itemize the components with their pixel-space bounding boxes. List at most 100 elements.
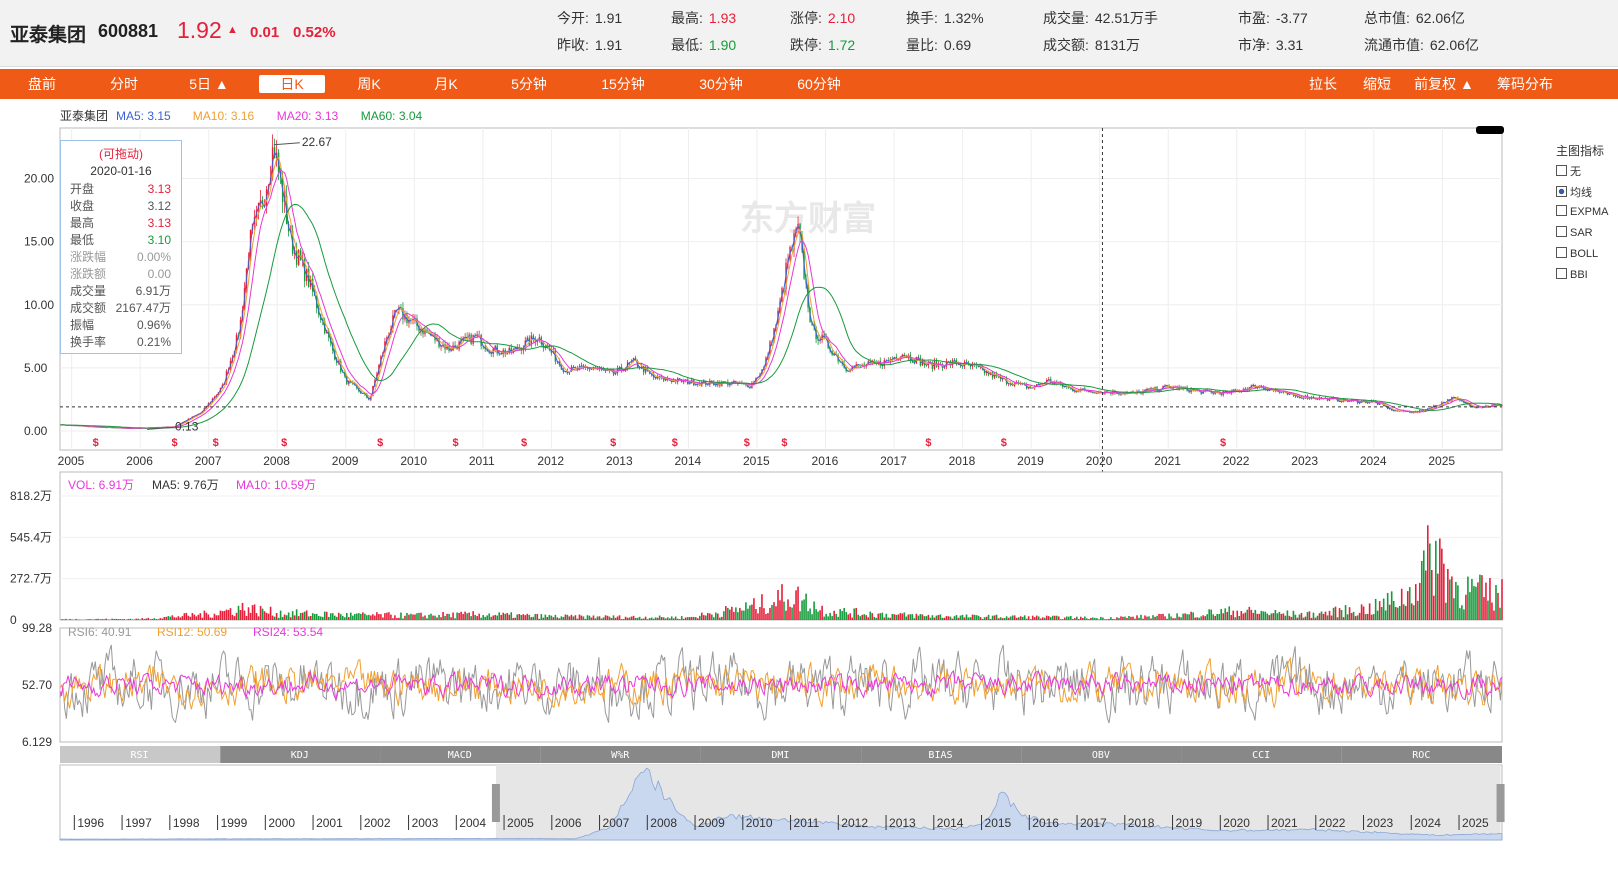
main-indicator-option[interactable]: EXPMA <box>1556 205 1609 218</box>
volume-bar <box>1096 618 1098 620</box>
volume-bar <box>1051 615 1054 620</box>
volume-bar <box>526 613 529 620</box>
volume-bar <box>199 613 202 620</box>
chart-tool-button[interactable]: 筹码分布 <box>1497 76 1553 92</box>
main-indicator-option[interactable]: BOLL <box>1556 247 1598 260</box>
period-tab[interactable]: 周K <box>357 76 381 92</box>
overview-left-handle[interactable] <box>491 784 500 822</box>
volume-bar <box>967 617 970 620</box>
volume-bar <box>719 617 721 620</box>
volume-bar <box>586 615 589 620</box>
volume-bar <box>945 616 948 620</box>
checkbox-icon[interactable] <box>1556 205 1567 216</box>
volume-bar <box>151 618 154 620</box>
volume-bar <box>739 607 741 620</box>
kline-chart[interactable]: 亚泰集团 MA5: 3.15 MA10: 3.16 MA20: 3.13 MA60: 3… <box>0 100 1618 884</box>
period-tab[interactable]: 盘前 <box>28 76 56 92</box>
indicator-tab-label: KDJ <box>291 750 309 761</box>
price-tooltip[interactable]: (可拖动) 2020-01-16 开盘 3.13 收盘 3.12 最高 3.13 最低 3.1… <box>60 140 182 354</box>
volume-bar <box>881 612 884 620</box>
volume-bar <box>398 617 400 620</box>
indicator-tab-label: MACD <box>448 750 472 761</box>
indicator-tab[interactable] <box>1181 746 1342 763</box>
volume-bar <box>1033 617 1036 620</box>
x-tick-label: 2013 <box>606 454 633 468</box>
volume-bar <box>303 611 306 620</box>
volume-bar <box>438 614 440 620</box>
volume-bar <box>91 619 93 620</box>
volume-bar <box>991 615 994 620</box>
volume-bar <box>1497 592 1499 620</box>
volume-bar <box>1384 610 1387 620</box>
period-tab[interactable]: 15分钟 <box>601 76 645 92</box>
chart-tool-button[interactable]: 拉长 <box>1309 76 1337 92</box>
volume-bar <box>959 615 962 620</box>
checkbox-icon[interactable] <box>1556 165 1567 176</box>
indicator-tab[interactable] <box>380 746 541 763</box>
indicator-tab[interactable] <box>700 746 862 763</box>
volume-bar <box>1412 605 1415 620</box>
period-tab[interactable]: 5日 ▲ <box>189 76 229 92</box>
stat-item: 跌停: 1.72 <box>790 35 855 55</box>
volume-bar <box>532 616 535 620</box>
volume-bar <box>502 612 505 620</box>
volume-bar <box>1055 615 1058 620</box>
indicator-tab[interactable] <box>220 746 381 763</box>
tooltip-row-value: 2167.47万 <box>115 301 171 315</box>
volume-bar <box>89 619 91 620</box>
overview-tick-label: 1997 <box>125 816 152 830</box>
volume-bar <box>1316 615 1319 620</box>
volume-bar <box>783 601 785 620</box>
checkbox-icon[interactable] <box>1556 186 1567 197</box>
volume-bar <box>498 612 501 620</box>
volume-bar <box>1467 576 1469 620</box>
period-tab[interactable]: 日K <box>259 75 325 93</box>
indicator-tab[interactable] <box>540 746 701 763</box>
x-tick-label: 2017 <box>880 454 907 468</box>
indicator-tab[interactable] <box>1341 746 1502 763</box>
volume-bar <box>1431 569 1433 620</box>
main-indicator-option[interactable]: BBI <box>1556 268 1588 281</box>
period-tab[interactable]: 5分钟 <box>511 76 547 92</box>
volume-bar <box>1005 616 1008 620</box>
overview-right-handle[interactable] <box>1496 784 1505 822</box>
volume-bar <box>1114 619 1116 620</box>
volume-bar <box>1134 618 1136 620</box>
main-indicator-option[interactable]: SAR <box>1556 226 1593 239</box>
main-indicator-option[interactable]: 均线 <box>1556 184 1592 200</box>
volume-bar <box>175 617 178 620</box>
period-tab[interactable]: 60分钟 <box>797 76 841 92</box>
period-tab[interactable]: 月K <box>434 76 458 92</box>
volume-bar <box>1370 614 1373 620</box>
volume-bar <box>983 617 986 620</box>
volume-bar <box>909 614 912 620</box>
main-indicator-option[interactable]: 无 <box>1556 163 1581 179</box>
volume-bar <box>1146 616 1148 620</box>
indicator-tab[interactable] <box>1021 746 1182 763</box>
volume-bar <box>921 614 924 620</box>
volume-bar <box>969 617 972 620</box>
volume-bar <box>111 618 113 620</box>
volume-bar <box>299 613 302 620</box>
overview-tick-label: 2020 <box>1223 816 1250 830</box>
period-tab[interactable]: 30分钟 <box>699 76 743 92</box>
volume-bar <box>295 609 298 620</box>
volume-bar <box>1174 618 1176 620</box>
volume-bar <box>1116 617 1118 620</box>
volume-bar <box>953 616 956 620</box>
volume-bar <box>937 614 940 620</box>
checkbox-icon[interactable] <box>1556 226 1567 237</box>
x-tick-label: 2020 <box>1086 454 1113 468</box>
volume-bar <box>1418 582 1421 620</box>
volume-bar <box>396 617 398 620</box>
chart-tool-button[interactable]: 前复权 ▲ <box>1414 76 1474 92</box>
period-tab[interactable]: 分时 <box>110 76 138 92</box>
checkbox-icon[interactable] <box>1556 247 1567 258</box>
indicator-tab[interactable] <box>60 746 221 763</box>
checkbox-icon[interactable] <box>1556 268 1567 279</box>
indicator-tab[interactable] <box>861 746 1022 763</box>
stat-label: 涨停: <box>790 10 822 26</box>
y-tick-label: 20.00 <box>24 172 54 186</box>
volume-bar <box>915 613 918 620</box>
chart-tool-button[interactable]: 缩短 <box>1363 76 1391 92</box>
